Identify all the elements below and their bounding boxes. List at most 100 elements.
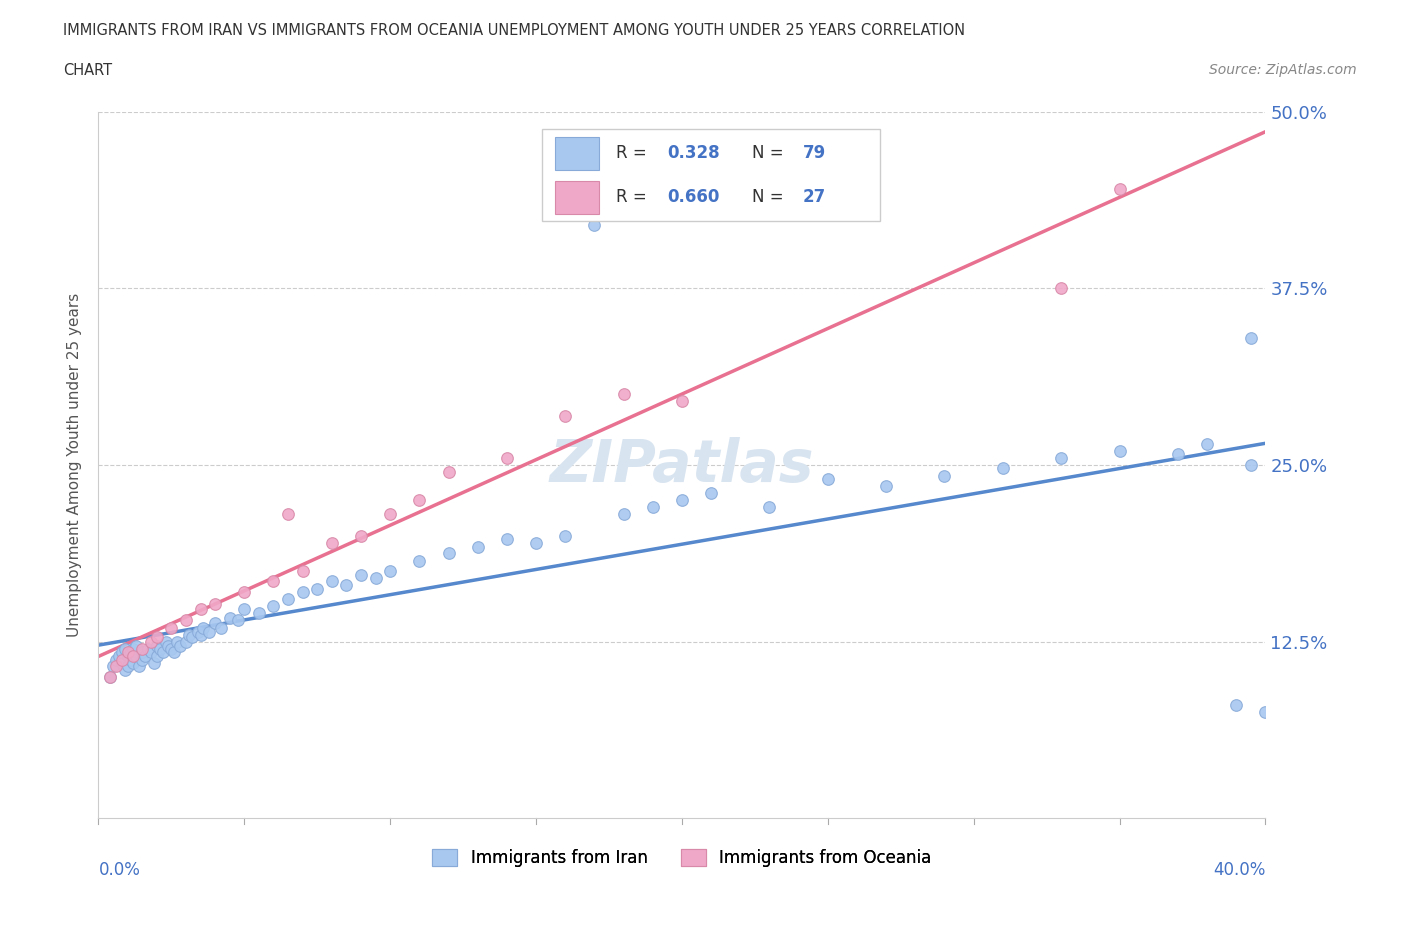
Text: Source: ZipAtlas.com: Source: ZipAtlas.com — [1209, 63, 1357, 77]
Point — [1225, 698, 1247, 712]
Point — [350, 528, 373, 543]
Point — [193, 620, 215, 635]
Point — [1167, 446, 1189, 461]
Point — [146, 648, 169, 663]
Point — [122, 642, 145, 657]
Point — [307, 582, 329, 597]
Point — [122, 656, 145, 671]
Point — [1108, 182, 1130, 197]
Point — [101, 658, 124, 673]
Point — [117, 644, 139, 659]
Point — [128, 658, 150, 673]
Point — [1240, 458, 1263, 472]
Point — [233, 585, 256, 600]
Point — [163, 644, 186, 659]
Point — [291, 564, 314, 578]
Point — [583, 218, 606, 232]
Point — [612, 507, 634, 522]
Point — [934, 469, 956, 484]
Text: CHART: CHART — [63, 63, 112, 78]
Point — [114, 642, 136, 657]
Point — [1254, 705, 1277, 720]
Point — [1108, 444, 1130, 458]
Point — [104, 653, 127, 668]
Point — [139, 634, 162, 649]
Legend: Immigrants from Iran, Immigrants from Oceania: Immigrants from Iran, Immigrants from Oc… — [426, 843, 938, 873]
Point — [641, 500, 664, 515]
Point — [125, 648, 148, 663]
Point — [1240, 330, 1263, 345]
Point — [117, 658, 139, 673]
Point — [187, 624, 209, 639]
Point — [758, 500, 780, 515]
Point — [108, 648, 131, 663]
Point — [136, 642, 159, 657]
Point — [277, 591, 299, 606]
Point — [98, 670, 121, 684]
Point — [817, 472, 839, 486]
Point — [321, 536, 343, 551]
Point — [1050, 450, 1073, 465]
Point — [131, 653, 153, 668]
Point — [233, 602, 256, 617]
Point — [262, 574, 284, 589]
Point — [991, 460, 1014, 475]
Point — [700, 485, 723, 500]
Point — [160, 642, 183, 657]
Text: IMMIGRANTS FROM IRAN VS IMMIGRANTS FROM OCEANIA UNEMPLOYMENT AMONG YOUTH UNDER 2: IMMIGRANTS FROM IRAN VS IMMIGRANTS FROM … — [63, 23, 966, 38]
Point — [380, 507, 402, 522]
Point — [262, 599, 284, 614]
Point — [612, 387, 634, 402]
Point — [111, 653, 134, 668]
Point — [174, 613, 197, 628]
Point — [122, 648, 145, 663]
Point — [190, 602, 212, 617]
Point — [671, 394, 693, 409]
Text: 0.0%: 0.0% — [98, 861, 141, 879]
Point — [134, 648, 156, 663]
Point — [1195, 436, 1218, 451]
Point — [524, 536, 547, 551]
Point — [104, 658, 127, 673]
Text: 40.0%: 40.0% — [1213, 861, 1265, 879]
Point — [554, 528, 576, 543]
Point — [120, 644, 142, 659]
Point — [291, 585, 314, 600]
Point — [554, 408, 576, 423]
Point — [114, 662, 136, 677]
Point — [174, 634, 197, 649]
Point — [198, 624, 221, 639]
Point — [209, 620, 232, 635]
Point — [166, 634, 188, 649]
Point — [146, 630, 169, 644]
Point — [142, 656, 165, 671]
Point — [149, 642, 172, 657]
Point — [467, 539, 489, 554]
Point — [98, 670, 121, 684]
Point — [437, 545, 460, 560]
Point — [671, 493, 693, 508]
Point — [155, 634, 177, 649]
Point — [120, 653, 142, 668]
Point — [321, 574, 343, 589]
Point — [204, 616, 226, 631]
Point — [125, 639, 148, 654]
Point — [496, 450, 519, 465]
Point — [408, 493, 430, 508]
Point — [157, 639, 180, 654]
Point — [204, 596, 226, 611]
Y-axis label: Unemployment Among Youth under 25 years: Unemployment Among Youth under 25 years — [67, 293, 83, 637]
Point — [190, 627, 212, 642]
Point — [111, 656, 134, 671]
Point — [335, 578, 357, 592]
Point — [117, 648, 139, 663]
Point — [177, 627, 200, 642]
Point — [180, 630, 202, 644]
Point — [169, 639, 191, 654]
Point — [247, 606, 270, 621]
Point — [1050, 281, 1073, 296]
Point — [350, 568, 373, 583]
Point — [160, 620, 183, 635]
Point — [408, 553, 430, 568]
Point — [111, 644, 134, 659]
